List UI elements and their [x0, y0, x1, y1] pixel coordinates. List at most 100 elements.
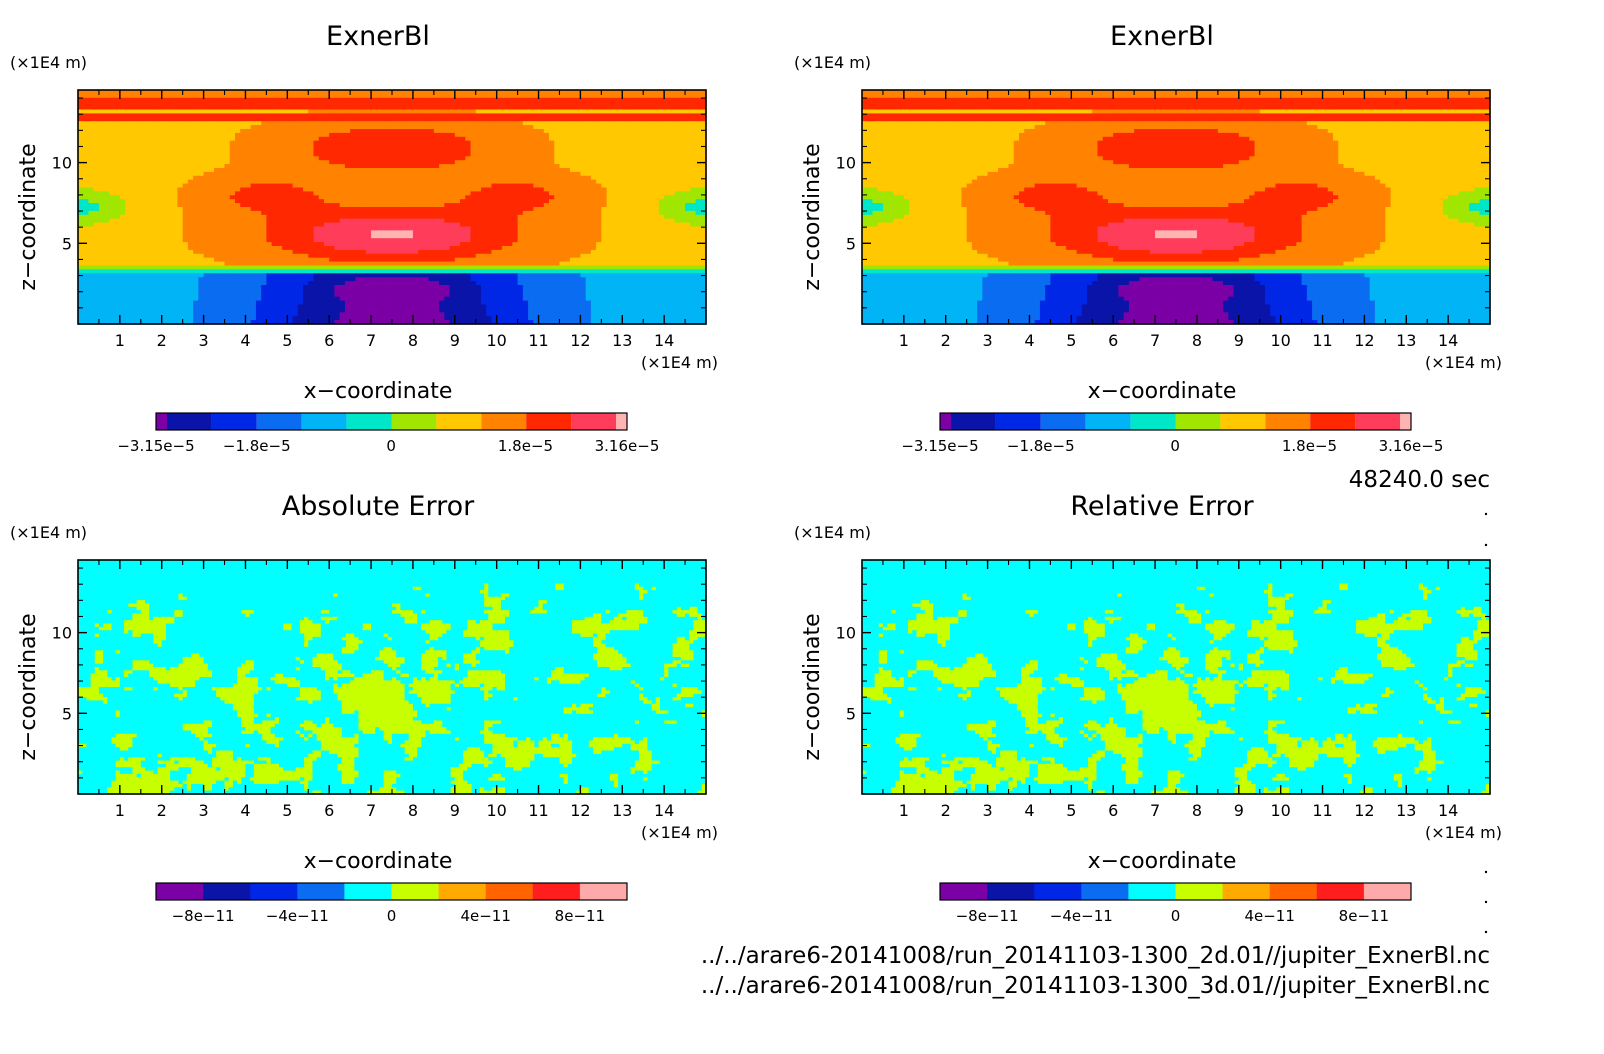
field-cell [627, 148, 634, 153]
field-cell [622, 238, 629, 243]
field-cell [606, 187, 613, 192]
field-cell [418, 199, 424, 204]
field-cell [470, 164, 477, 169]
field-cell [360, 242, 367, 247]
field-cell [449, 90, 456, 95]
field-cell [528, 121, 534, 126]
field-cell [271, 125, 278, 130]
field-cell [208, 226, 215, 231]
field-cell [627, 117, 634, 122]
field-cell [501, 144, 508, 150]
field-cell [208, 97, 215, 103]
field-cell [98, 242, 105, 247]
field-cell [439, 183, 445, 189]
field-cell [339, 144, 346, 150]
field-cell [323, 226, 330, 231]
field-cell [318, 121, 325, 126]
field-cell [580, 183, 587, 189]
field-cell [507, 97, 513, 103]
field-cell [486, 93, 493, 99]
field-cell [198, 132, 205, 138]
field-cell [685, 214, 691, 220]
field-cell [339, 210, 346, 216]
field-cell [501, 214, 508, 220]
field-cell [397, 249, 404, 255]
field-cell [187, 97, 194, 103]
field-cell [554, 152, 561, 157]
field-cell [93, 121, 100, 126]
field-cell [303, 230, 309, 235]
field-cell [449, 132, 456, 138]
field-cell [313, 246, 320, 251]
field-cell [224, 230, 231, 235]
field-cell [486, 168, 493, 173]
field-cell [486, 136, 493, 142]
field-cell [564, 226, 571, 231]
field-cell [491, 90, 498, 95]
field-cell [156, 101, 163, 107]
field-cell [88, 183, 95, 189]
field-cell [303, 242, 309, 247]
field-cell [250, 140, 257, 146]
field-cell [554, 129, 561, 134]
field-cell [517, 160, 524, 165]
field-cell [308, 117, 315, 122]
field-cell [580, 113, 587, 118]
field-cell [460, 207, 466, 212]
field-cell [643, 195, 650, 200]
field-cell [407, 148, 414, 153]
field-cell [376, 97, 383, 103]
field-cell [140, 164, 147, 169]
field-cell [412, 199, 419, 204]
field-cell [214, 175, 220, 181]
field-cell [637, 90, 644, 95]
field-cell [517, 183, 524, 189]
field-cell [365, 222, 372, 228]
field-cell [240, 93, 247, 99]
field-cell [486, 222, 493, 228]
field-cell [575, 242, 581, 247]
field-cell [313, 117, 320, 122]
field-cell [496, 246, 503, 251]
field-cell [78, 191, 84, 196]
field-cell [470, 195, 477, 200]
field-cell [475, 171, 482, 177]
field-cell [365, 203, 372, 208]
field-cell [166, 101, 173, 107]
field-cell [308, 203, 315, 208]
field-cell [339, 101, 346, 107]
field-cell [140, 226, 147, 231]
field-cell [397, 129, 404, 134]
field-cell [700, 183, 707, 189]
field-cell [166, 105, 173, 111]
field-cell [564, 117, 571, 122]
field-cell [229, 230, 236, 235]
field-cell [412, 246, 419, 251]
field-cell [392, 222, 398, 228]
field-cell [617, 132, 623, 138]
field-cell [590, 175, 597, 181]
field-cell [433, 156, 440, 161]
field-cell [161, 90, 168, 95]
field-cell [407, 222, 414, 228]
field-cell [240, 183, 247, 189]
field-cell [93, 246, 100, 251]
field-cell [224, 164, 231, 169]
field-cell [376, 117, 383, 122]
field-cell [590, 191, 597, 196]
field-cell [282, 156, 288, 161]
field-cell [528, 230, 534, 235]
field-cell [423, 187, 430, 192]
field-cell [344, 199, 351, 204]
field-cell [512, 230, 519, 235]
field-cell [517, 125, 524, 130]
field-cell [491, 156, 498, 161]
field-cell [114, 113, 121, 118]
field-cell [496, 238, 503, 243]
field-cell [88, 207, 95, 212]
field-cell [371, 210, 377, 216]
field-cell [229, 246, 236, 251]
field-cell [407, 109, 414, 114]
field-cell [350, 117, 356, 122]
field-cell [549, 222, 555, 228]
